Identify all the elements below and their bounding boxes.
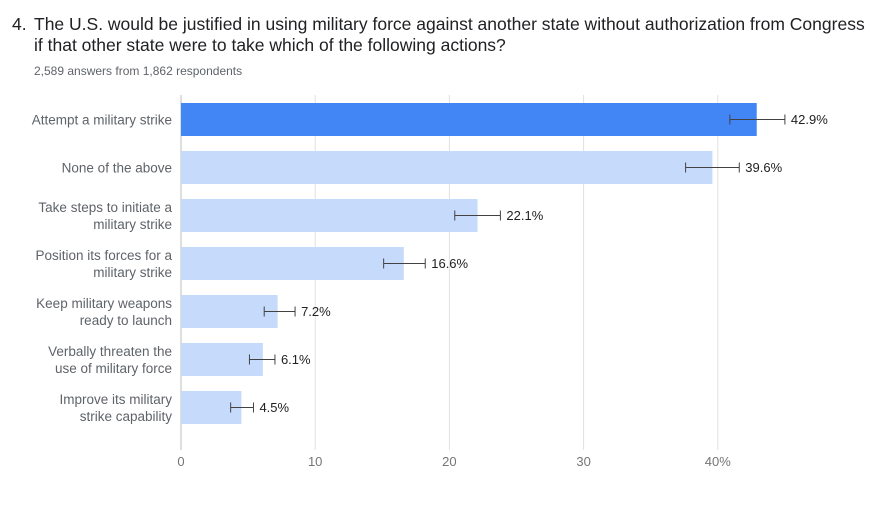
category-label-line: military strike (93, 217, 172, 232)
value-label: 7.2% (301, 304, 331, 319)
category-label-line: use of military force (55, 361, 172, 376)
category-label-line: strike capability (80, 409, 173, 424)
category-label: Keep military weapons ready to launch (36, 296, 172, 328)
category-label-line: Improve its military (59, 392, 172, 407)
value-label: 22.1% (506, 208, 543, 223)
x-tick-label: 0 (177, 454, 184, 469)
category-label-line: Position its forces for a (35, 248, 172, 263)
category-label-line: Verbally threaten the (48, 344, 172, 359)
value-label: 6.1% (281, 352, 311, 367)
question-title: 4. The U.S. would be justified in using … (12, 14, 868, 56)
x-axis-ticks: 0 10 20 30 40% (177, 454, 731, 469)
x-tick-label: 30 (576, 454, 590, 469)
category-label: Take steps to initiate a military strike (38, 200, 172, 232)
category-labels: Attempt a military strike None of the abo… (32, 113, 173, 425)
value-label: 42.9% (791, 112, 828, 127)
response-count: 2,589 answers from 1,862 respondents (34, 64, 243, 78)
question-text: The U.S. would be justified in using mil… (34, 14, 865, 55)
category-label-line: Keep military weapons (36, 296, 172, 311)
value-label: 4.5% (259, 400, 289, 415)
value-label: 39.6% (745, 160, 782, 175)
bar (181, 247, 404, 280)
category-label-line: Take steps to initiate a (38, 200, 172, 215)
bar (181, 151, 713, 184)
category-label-line: ready to launch (80, 313, 172, 328)
value-labels: 42.9% 39.6% 22.1% 16.6% 7.2% 6.1% 4.5% (259, 112, 828, 415)
bar (181, 295, 278, 328)
category-label: Position its forces for a military strike (35, 248, 172, 280)
category-label: None of the above (62, 161, 172, 176)
x-tick-label: 10 (308, 454, 322, 469)
bar (181, 199, 478, 232)
x-tick-label: 40% (705, 454, 731, 469)
error-bars (230, 114, 786, 413)
x-tick-label: 20 (442, 454, 456, 469)
category-label-line: military strike (93, 265, 172, 280)
bar (181, 103, 757, 136)
category-label: Verbally threaten the use of military for… (48, 344, 172, 376)
question-number: 4. (12, 14, 27, 34)
category-label: Attempt a military strike (32, 113, 172, 128)
bars (181, 103, 757, 424)
category-label: Improve its military strike capability (59, 392, 172, 424)
value-label: 16.6% (431, 256, 468, 271)
